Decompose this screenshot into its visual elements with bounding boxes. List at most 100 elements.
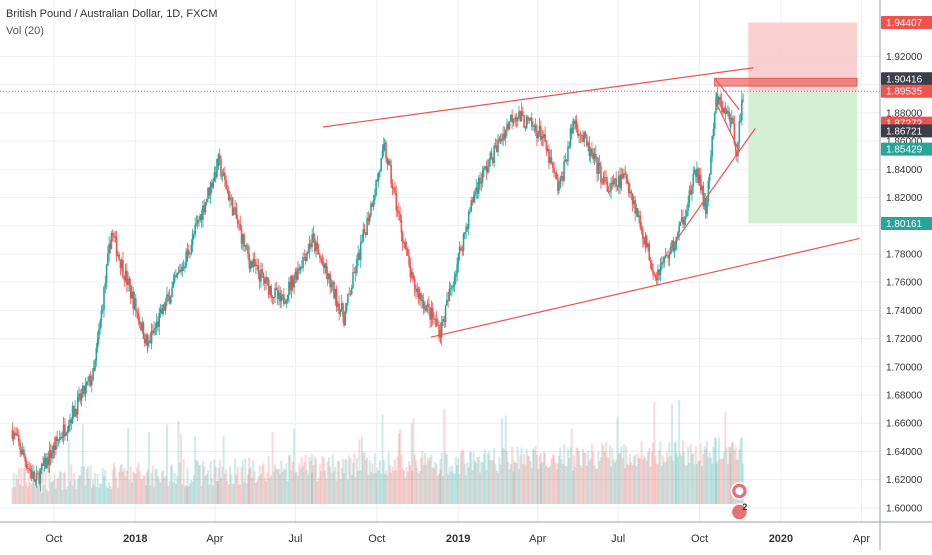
volume-bar — [729, 453, 732, 504]
candle-body — [62, 424, 65, 437]
candle — [583, 130, 586, 147]
candle-body — [552, 162, 554, 168]
candle — [227, 186, 230, 202]
volume-bar — [236, 466, 239, 504]
candle — [383, 138, 386, 152]
candle — [691, 184, 693, 201]
candle-body — [95, 348, 98, 361]
volume-bar — [240, 467, 243, 504]
volume-bar — [317, 477, 320, 504]
volume-bar — [716, 460, 719, 504]
candle — [657, 264, 659, 287]
candle-body — [426, 303, 429, 306]
candle-body — [30, 470, 33, 479]
volume-bar — [154, 469, 157, 504]
candle-body — [439, 331, 442, 338]
candle — [634, 196, 636, 222]
candle — [536, 123, 538, 147]
candle — [220, 156, 222, 181]
candle — [216, 158, 218, 180]
candle-body — [111, 233, 114, 235]
candle — [464, 231, 466, 240]
candle — [317, 243, 320, 255]
candle-body — [565, 159, 568, 162]
volume-bar — [271, 431, 274, 504]
candle-body — [558, 187, 560, 191]
candle-body — [328, 274, 330, 280]
volume-bar — [376, 467, 379, 504]
candle-body — [610, 182, 612, 191]
candle — [353, 267, 356, 274]
candle — [739, 113, 742, 123]
candle-body — [293, 279, 295, 288]
candle — [385, 139, 387, 163]
candle — [312, 225, 315, 243]
candle-body — [243, 234, 245, 247]
candle-body — [417, 288, 420, 299]
volume-bar — [436, 475, 439, 504]
candle — [148, 334, 150, 349]
volume-bar — [502, 448, 505, 504]
volume-bar — [417, 473, 420, 504]
candle-body — [673, 246, 676, 251]
candle — [666, 251, 668, 257]
candle — [337, 301, 339, 311]
candle-body — [363, 229, 366, 233]
candle — [234, 200, 236, 216]
candle-body — [16, 434, 19, 436]
candle-body — [626, 178, 629, 184]
candle — [120, 257, 123, 272]
candle-body — [492, 158, 494, 163]
candle — [514, 113, 516, 127]
volume-bar — [619, 453, 622, 504]
candle-body — [614, 178, 616, 181]
volume-bar — [467, 467, 470, 504]
candle-body — [161, 308, 163, 315]
volume-bar — [508, 469, 511, 504]
candle — [602, 171, 605, 186]
candle-body — [324, 263, 326, 269]
candle-body — [44, 457, 47, 469]
candle-body — [575, 120, 578, 130]
candle — [413, 275, 416, 297]
candle-body — [704, 198, 707, 214]
candle-body — [570, 128, 573, 134]
candle-body — [697, 168, 700, 184]
volume-bar — [402, 470, 405, 504]
candle-body — [706, 201, 708, 214]
candle — [370, 201, 372, 218]
volume-bar — [427, 460, 430, 504]
candle — [212, 177, 214, 190]
volume-bar — [180, 434, 183, 504]
candle — [195, 215, 198, 227]
candle — [460, 244, 462, 251]
candle-body — [645, 235, 648, 248]
volume-bar — [678, 399, 681, 504]
price-label-text: 1.85429 — [886, 145, 923, 156]
x-tick-label: Oct — [368, 533, 385, 545]
x-tick-label: Jul — [288, 533, 302, 545]
volume-bar — [414, 460, 417, 504]
candle-body — [32, 471, 34, 479]
candle-body — [168, 295, 171, 304]
candle-body — [53, 445, 56, 450]
candle-body — [442, 319, 444, 323]
volume-bar — [231, 484, 234, 504]
candle — [187, 244, 190, 258]
candle — [417, 286, 420, 305]
candle — [39, 467, 42, 492]
volume-bar — [575, 447, 578, 504]
candle-body — [683, 219, 686, 225]
volume-bar — [512, 460, 515, 504]
volume-bar — [541, 462, 544, 504]
candle-body — [171, 287, 173, 298]
candle-body — [60, 437, 62, 439]
candle-body — [352, 272, 354, 289]
volume-bar — [192, 475, 195, 504]
candle — [623, 168, 625, 181]
candle-body — [693, 170, 696, 174]
candle-body — [159, 308, 162, 313]
candle — [56, 430, 58, 449]
